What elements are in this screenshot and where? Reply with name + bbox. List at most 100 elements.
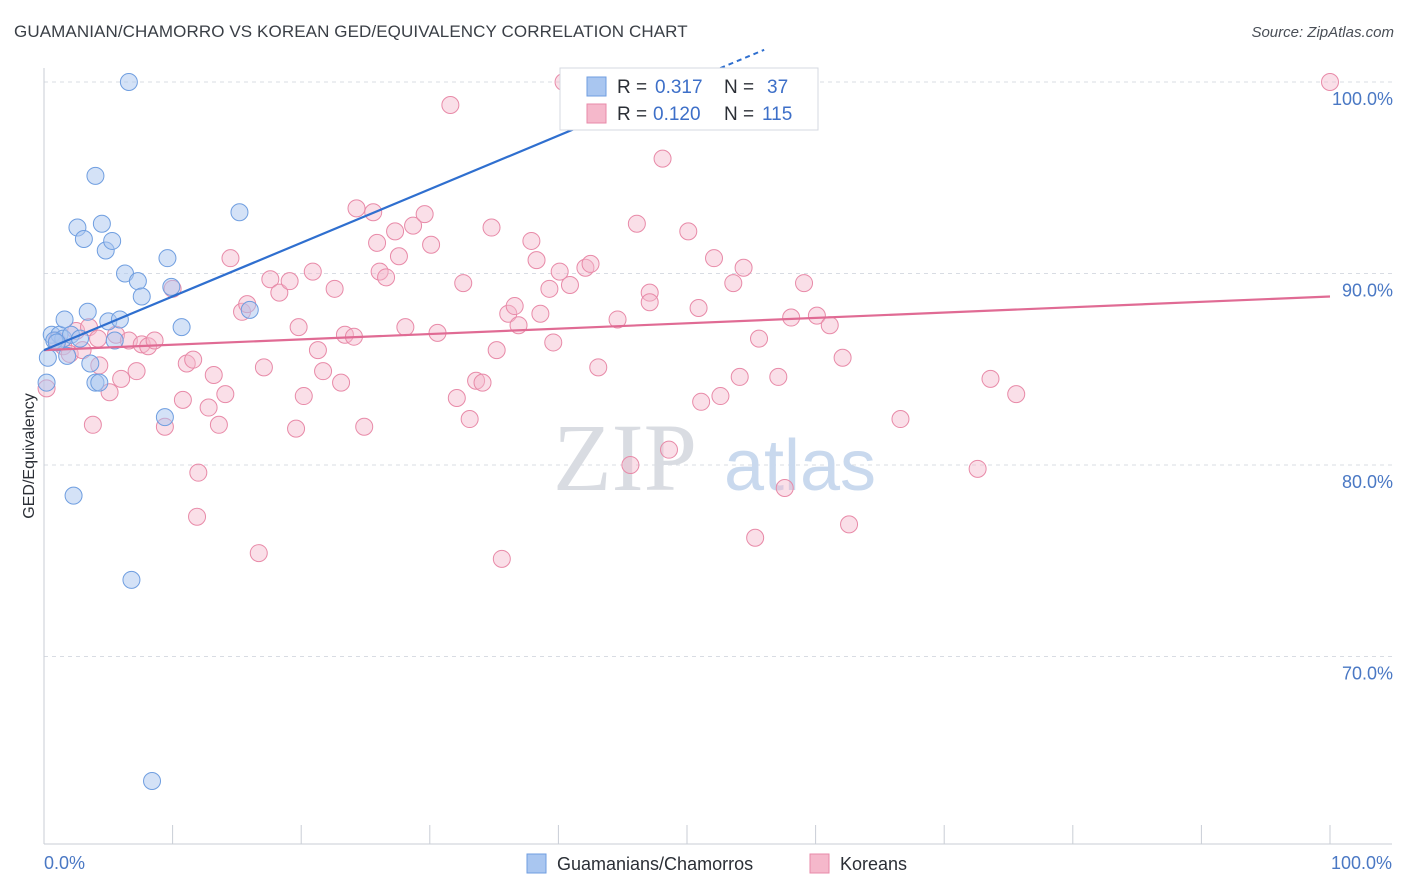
korean-point [775,478,794,497]
guamanian-point [90,373,109,392]
korean-point [627,214,646,233]
korean-point [968,459,987,478]
chart-title: GUAMANIAN/CHAMORRO VS KOREAN GED/EQUIVAL… [14,22,688,41]
korean-point [460,410,479,429]
guamanian-point [38,348,57,367]
korean-point [692,392,711,411]
korean-point [189,463,208,482]
korean-point [89,329,108,348]
korean-point [254,358,273,377]
guamanian-point [230,203,249,222]
korean-point [112,369,131,388]
guamanian-point [92,214,111,233]
korean-point [981,369,1000,388]
korean-point [1321,73,1339,91]
guamanian-point [37,373,56,392]
x-tick-label-min: 0.0% [44,853,85,873]
guamanian-point [119,73,138,91]
guamanian-point [172,318,191,337]
korean-point [204,365,223,384]
guamanian-point [58,346,77,365]
y-axis-label: GED/Equivalency [21,393,38,518]
korean-point [608,310,627,329]
legend-n-label-2: N = [724,104,754,125]
korean-point [1007,385,1026,404]
korean-point [653,149,672,168]
korean-point [441,95,460,114]
guamanian-point [103,231,122,250]
korean-point [640,293,659,312]
korean-point [499,304,518,323]
korean-point [540,279,559,298]
y-tick-label-2: 90.0% [1342,281,1393,301]
korean-point [746,528,765,547]
korean-point [795,274,814,293]
korean-point [621,456,640,474]
korean-point [389,247,408,266]
korean-point [467,371,486,390]
korean-point [522,231,541,250]
guamanian-points [37,73,259,790]
korean-point [377,268,396,287]
legend-swatch-guamanian [586,76,607,97]
korean-point [404,216,423,235]
source-credit: Source: ZipAtlas.com [1251,24,1394,41]
y-tick-label-3: 100.0% [1332,89,1393,109]
korean-point [492,549,511,568]
korean-point [473,373,492,392]
korean-point [730,367,749,386]
watermark-atlas: atlas [724,426,876,506]
korean-point [724,274,743,293]
guamanian-point [240,300,259,319]
guamanian-point [155,408,174,427]
korean-point [294,387,313,406]
legend-r-value-1: 0.317 [655,77,703,98]
korean-point [581,254,600,273]
guamanian-point [55,310,74,329]
legend-n-value-1: 37 [767,77,788,98]
legend-r-value-2: 0.120 [653,104,701,125]
korean-point [487,341,506,360]
axes [43,68,1392,845]
legend-swatch-korean [586,103,607,124]
korean-point [325,279,344,298]
korean-point [807,306,826,325]
korean-point [289,318,308,337]
korean-point [249,544,268,563]
korean-point [833,348,852,367]
y-tick-labels: 70.0% 80.0% 90.0% 100.0% [1332,89,1393,684]
korean-point [550,262,569,281]
korean-point [531,304,550,323]
korean-point [782,308,801,327]
korean-point [750,329,769,348]
bottom-legend-label-korean: Koreans [840,854,907,874]
guamanian-point [122,570,141,589]
korean-point [544,333,563,352]
watermark-zip: ZIP [553,404,697,511]
korean-point [209,415,228,434]
korean-point [891,410,910,429]
korean-point [308,341,327,360]
korean-point [184,350,203,369]
korean-point [482,218,501,237]
x-axis-ticks [43,825,1331,844]
korean-point [332,373,351,392]
korean-point [705,249,724,268]
korean-point [820,316,839,335]
korean-point [347,199,366,218]
guamanian-point [86,166,105,185]
korean-point [640,283,659,302]
korean-point [589,358,608,377]
legend-r-label-1: R = [617,77,647,98]
guamanian-point [158,249,177,268]
legend-n-value-2: 115 [762,104,792,125]
korean-point [840,515,859,534]
korean-point [679,222,698,241]
guamanian-point [143,771,162,790]
korean-point [83,415,102,434]
korean-point [659,440,678,459]
korean-point [173,390,192,409]
guamanian-point [74,230,93,249]
korean-point [454,274,473,293]
korean-point [689,298,708,317]
